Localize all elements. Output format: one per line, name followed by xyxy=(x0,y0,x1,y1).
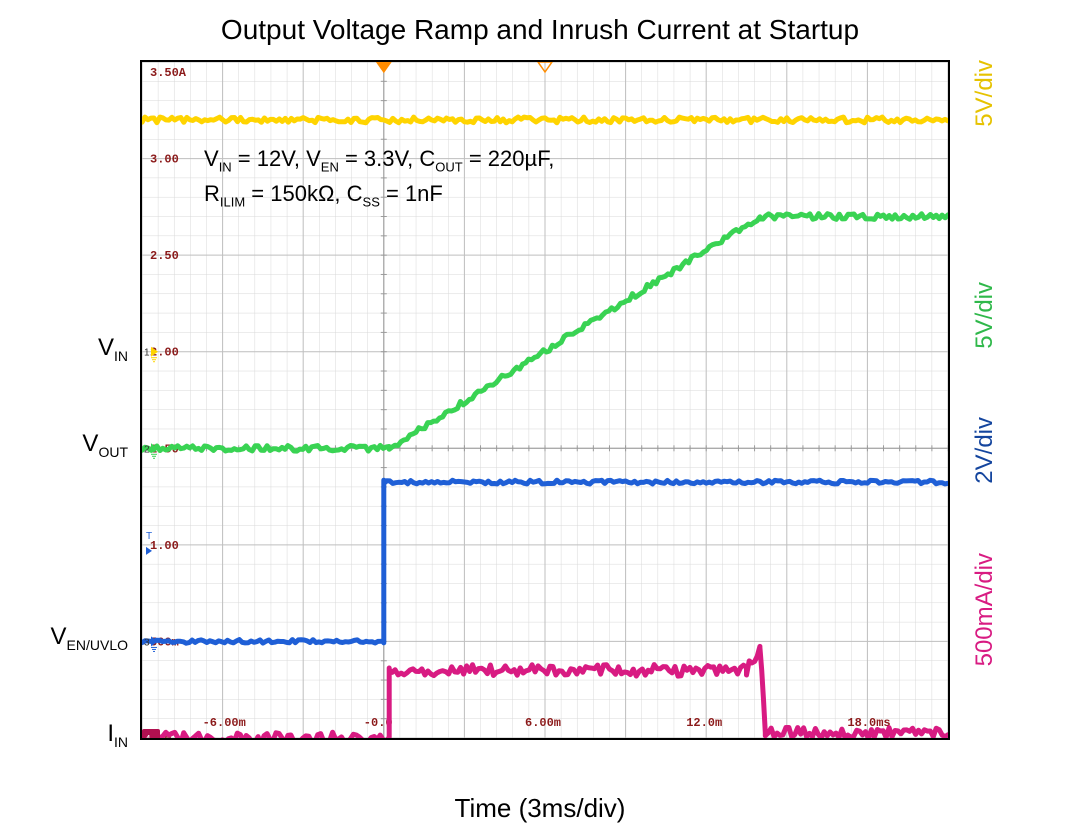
scale-label-V_OUT: 5V/div xyxy=(971,282,999,349)
test-conditions: VIN = 12V, VEN = 3.3V, COUT = 220µF,RILI… xyxy=(204,142,554,212)
page: Output Voltage Ramp and Inrush Current a… xyxy=(0,0,1080,838)
scope-plot: 3.50A3.002.502.001.501.00500m0.0-6.00m-0… xyxy=(140,60,950,740)
scale-label-V_IN: 5V/div xyxy=(971,60,999,127)
channel-label-V_OUT: VOUT xyxy=(82,430,128,460)
left-channel-labels: VINVOUTVEN/UVLOIIN xyxy=(0,60,140,740)
right-scale-labels: 5V/div 5V/div 2V/div 500mA/div xyxy=(965,60,1065,740)
y-tick-label: 1.00 xyxy=(150,539,179,553)
ref-indicator: 1 xyxy=(144,348,150,359)
x-tick-label: 18.0ms xyxy=(847,716,890,730)
channel-label-V_IN: VIN xyxy=(98,334,128,364)
x-tick-label: -6.00m xyxy=(203,716,246,730)
scale-label-I_IN: 500mA/div xyxy=(971,553,999,666)
ref-indicator: 3 xyxy=(144,637,150,648)
y-tick-label: 3.50A xyxy=(150,66,187,80)
svg-text:4: 4 xyxy=(145,734,151,738)
scale-label-V_EN_UVLO: 2V/div xyxy=(971,417,999,484)
channel-label-V_EN_UVLO: VEN/UVLO xyxy=(51,623,128,653)
x-tick-label: 6.00m xyxy=(525,716,561,730)
ref-indicator: 2 xyxy=(144,444,150,455)
chart-title: Output Voltage Ramp and Inrush Current a… xyxy=(0,14,1080,46)
y-tick-label: 2.50 xyxy=(150,249,179,263)
y-tick-label: 3.00 xyxy=(150,153,179,167)
x-axis-label: Time (3ms/div) xyxy=(0,793,1080,824)
channel-label-I_IN: IIN xyxy=(107,720,128,750)
t-marker-icon: T xyxy=(146,531,152,542)
x-tick-label: 12.0m xyxy=(686,716,722,730)
